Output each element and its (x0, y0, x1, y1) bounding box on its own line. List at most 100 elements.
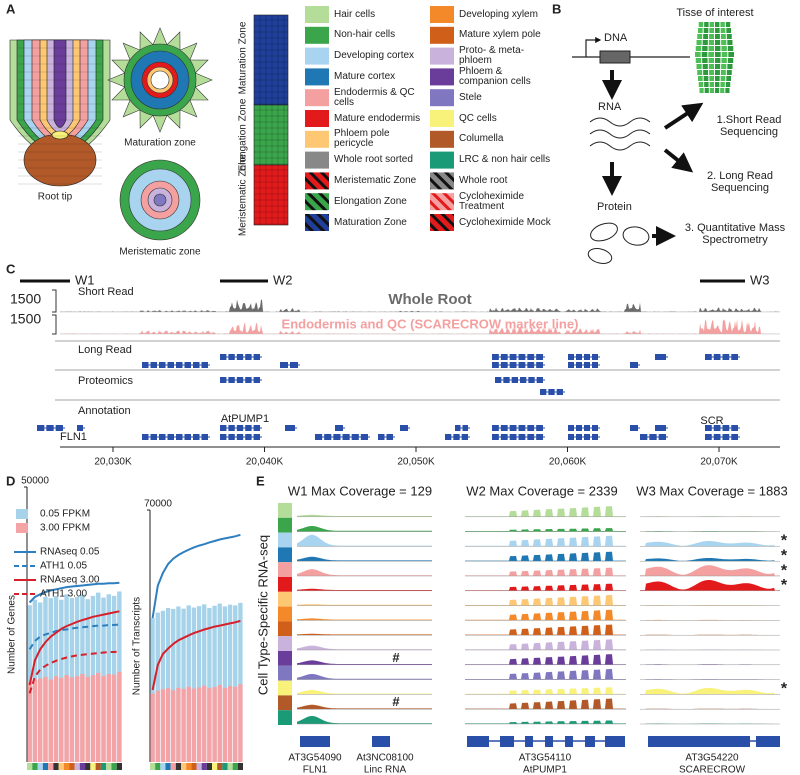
exon (592, 425, 598, 431)
exon (495, 377, 502, 383)
sample-label: Endodermis and QC (SCARECROW marker line… (282, 316, 579, 331)
legend-swatch (305, 6, 329, 23)
bar (96, 672, 101, 762)
bar (165, 688, 171, 762)
legend-label: Phloem & companion cells (459, 65, 531, 87)
legend-swatch (305, 68, 329, 86)
category-swatch (237, 763, 243, 770)
coverage-track (60, 299, 780, 312)
label: Protein (597, 201, 632, 213)
exon (527, 425, 535, 431)
exon (536, 377, 543, 383)
label: Long Read (78, 344, 132, 356)
tissue-cell (702, 58, 708, 63)
legend-label: Cycloheximide Mock (459, 216, 551, 228)
legend-label: Phloem pole pericycle (334, 128, 390, 150)
exon (142, 434, 149, 440)
exon (536, 425, 543, 431)
exon (500, 354, 508, 360)
track-swatch (278, 665, 292, 681)
exon (500, 434, 508, 440)
bar (176, 606, 181, 762)
legend-label: RNAseq 3.00 (40, 575, 100, 586)
exon (756, 736, 780, 747)
category-swatch (212, 763, 218, 770)
tissue-cell (708, 64, 714, 69)
tissue-cell (715, 64, 721, 69)
gene-name: AtPUMP1 (523, 765, 567, 775)
coverage-track (297, 704, 432, 710)
bar (59, 677, 64, 762)
exon (584, 354, 590, 360)
exon (228, 354, 235, 360)
bar (212, 605, 217, 762)
exon (576, 434, 582, 440)
exon (576, 362, 582, 368)
tissue-cell (708, 40, 714, 45)
exon (333, 434, 341, 440)
exon (300, 736, 330, 747)
annotation-mark: # (392, 650, 400, 665)
label: Annotation (78, 405, 131, 417)
exon (731, 425, 738, 431)
exon (236, 377, 244, 383)
category-swatch (100, 763, 107, 770)
tissue-cell (698, 22, 704, 27)
bar (202, 604, 207, 762)
tissue-cell (720, 70, 726, 75)
legend-label: Stele (459, 91, 482, 103)
coverage-track (465, 668, 626, 680)
exon (527, 362, 535, 368)
category-swatch (37, 763, 43, 770)
tissue-cell (709, 82, 714, 87)
exon (228, 377, 235, 383)
tissue-cell (697, 34, 703, 39)
exon (77, 425, 83, 431)
category-swatch (227, 763, 233, 770)
protein (590, 222, 618, 242)
zone-label: Meristematic Zone (238, 153, 249, 236)
category-swatch (116, 763, 122, 770)
track-swatch (278, 636, 292, 651)
gene-id: AT3G54090 (288, 753, 342, 764)
zone-label: Elongation Zone (238, 98, 249, 171)
y-axis-label: Cell Type-Specific RNA-seq (255, 535, 270, 695)
coverage-track (297, 690, 432, 695)
category-swatch (27, 763, 33, 770)
exon (167, 362, 174, 368)
legend-swatch (305, 89, 329, 107)
exon (655, 425, 666, 431)
bar (227, 604, 233, 762)
bar (150, 618, 155, 762)
coverage-track (465, 594, 626, 606)
tissue-cell (708, 58, 714, 63)
exon (324, 434, 332, 440)
coverage-track (465, 583, 626, 591)
category-swatch (160, 763, 166, 770)
protein (622, 226, 650, 246)
exon (568, 354, 574, 360)
y-tick-label: 70000 (144, 499, 172, 510)
annotation-mark: * (781, 562, 788, 579)
category-swatch (63, 763, 70, 770)
exon (37, 425, 45, 431)
exon (576, 425, 582, 431)
legend-swatch (16, 523, 28, 533)
legend-label: ATH1 0.05 (40, 561, 87, 572)
step-label: 3. Quantitative Mass Spectrometry (684, 222, 786, 246)
coverage-track (297, 556, 432, 562)
exon (159, 362, 166, 368)
annotation-mark: * (781, 681, 788, 698)
exon (201, 362, 208, 368)
bar (69, 677, 75, 762)
coverage-track (640, 541, 780, 547)
legend-label: Whole root sorted (334, 154, 413, 166)
bar (238, 684, 243, 762)
exon (731, 354, 738, 360)
category-swatch (232, 763, 238, 770)
window-label: W3 (750, 272, 770, 287)
exon (584, 362, 590, 368)
step-label: 2. Long Read Sequencing (706, 170, 774, 194)
